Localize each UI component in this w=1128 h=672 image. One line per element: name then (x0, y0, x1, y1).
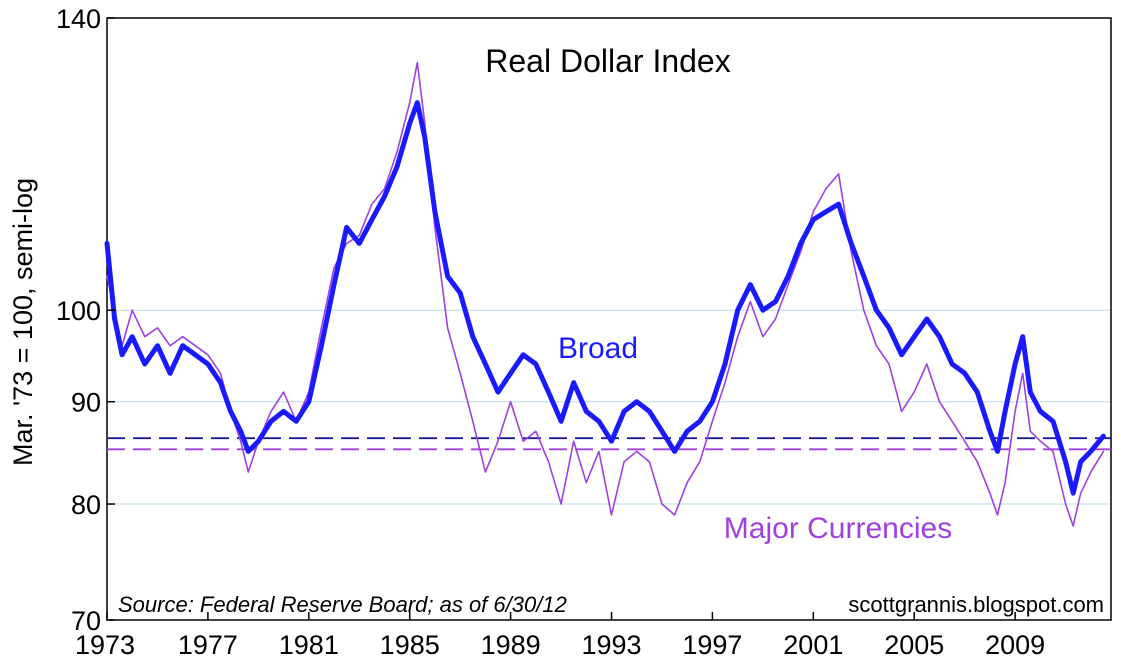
plot-frame (106, 17, 1112, 621)
y-tick-label: 140 (56, 4, 101, 34)
y-axis-ticks: 70 80 90 100 140 (56, 4, 115, 636)
x-axis-ticks: 1973 1977 1981 1985 1989 1993 1997 2001 2005 2009 (75, 612, 1045, 660)
y-tick-label: 100 (56, 296, 101, 326)
x-tick-label: 1985 (380, 630, 440, 660)
x-tick-label: 1997 (682, 630, 742, 660)
y-axis-label: Mar. '73 = 100, semi-log (8, 178, 38, 466)
y-tick-label: 80 (71, 490, 101, 520)
series-label-broad: Broad (558, 332, 638, 365)
x-tick-label: 1977 (178, 630, 238, 660)
x-tick-label: 1981 (279, 630, 339, 660)
x-tick-label: 1989 (481, 630, 541, 660)
y-tick-label: 90 (71, 388, 101, 418)
series-line-broad (104, 100, 1106, 496)
x-tick-label: 2001 (783, 630, 843, 660)
series-label-major-currencies: Major Currencies (724, 512, 952, 545)
x-tick-label: 1993 (581, 630, 641, 660)
x-tick-label: 2005 (884, 630, 944, 660)
source-note: Source: Federal Reserve Board; as of 6/3… (118, 592, 567, 617)
credit-note: scottgrannis.blogspot.com (848, 592, 1104, 617)
x-tick-label: 1973 (75, 630, 135, 660)
y-tick-label: 70 (71, 606, 101, 636)
chart-title: Real Dollar Index (485, 43, 730, 79)
series-lines (104, 61, 1106, 527)
series-line-major-currencies (106, 61, 1105, 527)
x-tick-label: 2009 (985, 630, 1045, 660)
